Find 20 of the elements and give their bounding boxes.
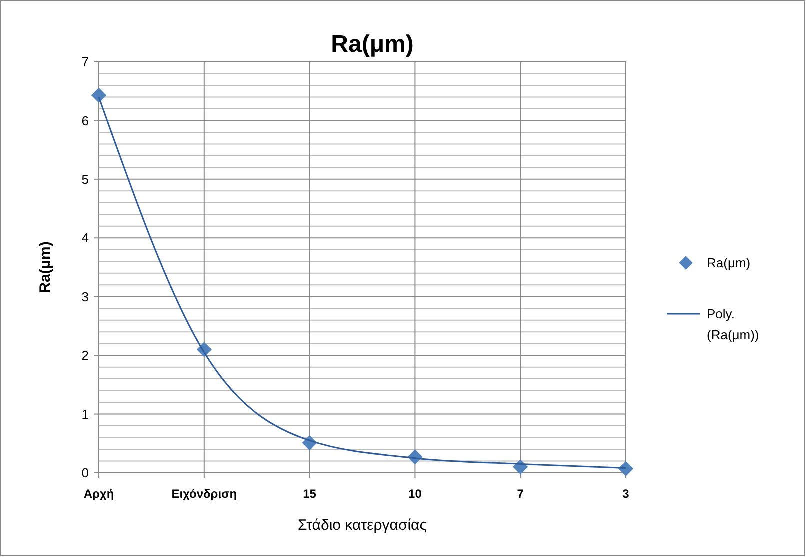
y-tick-label: 3	[82, 289, 89, 304]
y-tick-label: 7	[82, 54, 89, 70]
x-tick-label: Ειχόνδριση	[172, 487, 238, 501]
x-tick-label: 7	[517, 487, 524, 501]
point	[91, 88, 107, 104]
x-tick-label: 15	[303, 487, 317, 501]
y-tick-label: 1	[82, 406, 89, 422]
x-tick-label: 10	[408, 487, 422, 501]
legend-label: Poly. (Ra(μm))	[707, 306, 760, 342]
y-tick-label: 6	[82, 113, 89, 128]
y-axis-title: Ra(μm)	[37, 242, 54, 294]
y-tick-label: 2	[82, 348, 89, 364]
x-axis-title: Στάδιο κατεργασίας	[298, 517, 427, 534]
y-tick-label: 5	[82, 172, 89, 187]
x-tick-label: 3	[622, 487, 630, 501]
y-tick-label: 0	[82, 466, 89, 481]
legend-label: Ra(μm)	[707, 256, 751, 271]
y-tick-label: 4	[82, 230, 89, 246]
x-tick-label: Αρχή	[84, 487, 114, 501]
chart-title: Ra(μm)	[331, 31, 414, 58]
